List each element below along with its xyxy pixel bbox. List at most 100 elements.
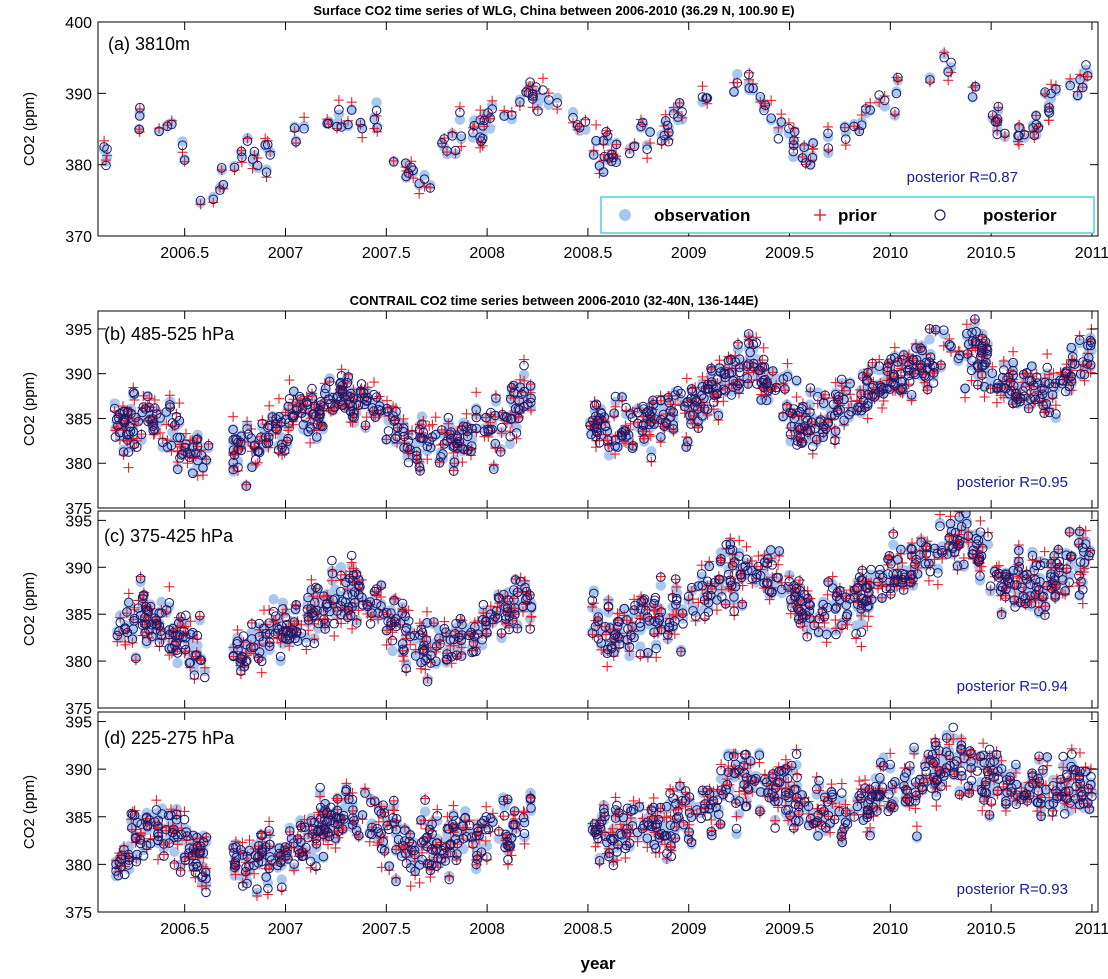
posterior-point <box>609 647 619 658</box>
panel-a-ylabel: CO2 (ppm) <box>21 92 38 166</box>
posterior-point <box>1043 106 1054 116</box>
posterior-point <box>981 343 992 354</box>
posterior-point <box>1027 361 1037 372</box>
prior-point <box>784 571 795 582</box>
posterior-point <box>508 380 519 391</box>
posterior-point <box>320 624 331 634</box>
prior-point <box>475 105 486 116</box>
posterior-point <box>759 105 769 116</box>
prior-point <box>812 398 823 409</box>
posterior-point <box>820 390 830 401</box>
posterior-point <box>911 343 921 353</box>
posterior-point <box>464 630 474 641</box>
posterior-point <box>970 338 981 348</box>
observation-point <box>1064 569 1075 581</box>
posterior-point <box>1038 400 1048 411</box>
observation-point <box>268 594 279 605</box>
posterior-point <box>112 630 123 641</box>
posterior-point <box>132 442 142 452</box>
posterior-point <box>959 559 969 570</box>
prior-point <box>625 418 636 429</box>
posterior-point <box>119 414 129 424</box>
posterior-point <box>1000 128 1010 139</box>
posterior-point <box>445 635 456 645</box>
posterior-point <box>856 593 867 604</box>
posterior-point <box>1010 602 1020 612</box>
prior-point <box>264 400 275 411</box>
posterior-point <box>1082 359 1092 369</box>
posterior-point <box>856 575 867 585</box>
posterior-point <box>839 394 849 405</box>
posterior-point <box>588 150 599 160</box>
posterior-point <box>751 338 762 348</box>
posterior-point <box>348 393 359 404</box>
observation-point <box>975 530 986 541</box>
prior-point <box>851 633 862 644</box>
posterior-point <box>797 437 808 447</box>
posterior-point <box>999 383 1009 393</box>
posterior-point <box>471 412 482 423</box>
posterior-point <box>1086 337 1097 348</box>
posterior-point <box>789 580 799 591</box>
prior-point <box>956 525 967 536</box>
posterior-point <box>881 583 891 594</box>
posterior-point <box>751 572 761 583</box>
posterior-point <box>945 518 956 529</box>
posterior-point <box>149 424 160 435</box>
posterior-point <box>277 439 287 450</box>
observation-point <box>371 97 382 108</box>
posterior-point <box>500 412 510 422</box>
posterior-point <box>1065 552 1076 562</box>
prior-point <box>247 163 258 174</box>
posterior-point <box>697 580 708 591</box>
posterior-point <box>313 583 323 594</box>
posterior-point <box>720 372 731 383</box>
posterior-point <box>946 57 956 68</box>
posterior-point <box>1044 103 1054 113</box>
posterior-point <box>407 430 417 441</box>
posterior-point <box>525 77 535 87</box>
posterior-point <box>924 558 934 569</box>
posterior-point <box>171 645 181 656</box>
posterior-point <box>452 443 463 453</box>
posterior-point <box>242 656 252 666</box>
posterior-point <box>830 435 840 446</box>
posterior-point <box>1033 123 1044 133</box>
posterior-point <box>893 72 903 83</box>
posterior-point <box>837 620 847 631</box>
posterior-point <box>119 417 130 428</box>
prior-point <box>496 428 507 439</box>
prior-point <box>840 140 851 151</box>
posterior-point <box>1082 71 1093 81</box>
prior-point <box>924 324 935 335</box>
posterior-point <box>1054 556 1065 567</box>
prior-point <box>966 375 977 386</box>
prior-point <box>663 390 674 401</box>
posterior-point <box>286 627 296 638</box>
posterior-point <box>907 544 917 555</box>
posterior-point <box>899 350 909 360</box>
posterior-point <box>589 588 599 599</box>
posterior-point <box>917 345 927 356</box>
posterior-point <box>434 633 444 644</box>
panel-a-title: Surface CO2 time series of WLG, China be… <box>313 3 794 18</box>
prior-point <box>346 557 357 568</box>
prior-point <box>1046 79 1057 90</box>
posterior-point <box>256 656 267 667</box>
prior-point <box>373 614 384 625</box>
posterior-point <box>129 439 140 450</box>
posterior-point <box>935 521 945 532</box>
observation-point <box>335 562 347 573</box>
observation-point <box>603 450 615 461</box>
posterior-point <box>620 426 631 436</box>
posterior-point <box>451 438 462 449</box>
posterior-point <box>788 140 799 150</box>
posterior-point <box>354 575 364 586</box>
posterior-point <box>299 123 309 134</box>
prior-point <box>519 375 530 386</box>
posterior-point <box>448 466 459 476</box>
prior-point <box>842 619 853 630</box>
posterior-point <box>280 612 291 623</box>
posterior-point <box>946 341 956 352</box>
posterior-point <box>603 601 614 612</box>
